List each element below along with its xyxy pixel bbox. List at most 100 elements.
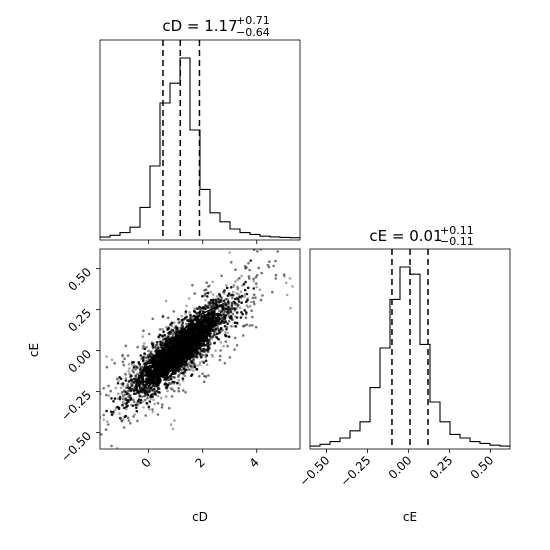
joint-point: [126, 385, 129, 388]
joint-point: [152, 370, 155, 373]
joint-point: [151, 372, 155, 376]
joint-point: [228, 294, 232, 297]
joint-point: [149, 350, 153, 354]
joint-point: [119, 416, 122, 420]
joint-point: [251, 315, 254, 319]
joint-point: [135, 409, 139, 413]
joint-point: [208, 340, 211, 344]
joint-point: [182, 371, 186, 375]
joint-point: [146, 402, 149, 406]
joint-point: [239, 290, 243, 294]
joint-point: [142, 383, 145, 387]
joint-point: [194, 326, 197, 330]
joint-point: [241, 334, 245, 337]
joint-point: [212, 329, 215, 333]
joint-point: [228, 356, 232, 359]
joint-point: [242, 282, 246, 286]
joint-point: [135, 391, 138, 395]
joint-point: [160, 346, 163, 349]
joint-point: [94, 402, 97, 405]
joint-point: [210, 353, 214, 357]
joint-point: [289, 306, 292, 310]
joint-point: [210, 301, 214, 305]
joint-point: [169, 387, 173, 390]
joint-point: [124, 372, 127, 376]
joint-point: [227, 309, 230, 312]
joint-point: [121, 397, 125, 401]
joint-point: [104, 428, 108, 431]
joint-point: [105, 355, 108, 358]
joint-point: [147, 390, 151, 394]
joint-point: [218, 329, 221, 332]
joint-point: [243, 295, 246, 299]
joint-point: [186, 353, 189, 356]
joint-point: [189, 365, 192, 368]
joint-point: [220, 316, 224, 320]
joint-point: [147, 332, 151, 336]
joint-point: [214, 298, 218, 302]
cD-quantile-lines: [162, 40, 201, 240]
joint-point: [167, 327, 170, 330]
joint-point: [186, 365, 189, 369]
joint-point: [195, 351, 199, 355]
joint-point: [193, 332, 196, 335]
joint-point: [133, 377, 136, 381]
joint-point: [266, 263, 270, 267]
joint-xlabel: cD: [192, 510, 208, 524]
joint-point: [105, 420, 109, 423]
joint-point: [274, 259, 277, 263]
joint-point: [204, 288, 208, 292]
joint-point: [249, 304, 252, 308]
joint-point: [243, 309, 247, 312]
joint-point: [225, 325, 229, 329]
joint-point: [116, 382, 120, 385]
joint-point: [191, 355, 194, 359]
joint-point: [143, 393, 147, 397]
joint-point: [151, 408, 154, 411]
joint-point: [171, 388, 174, 391]
joint-point: [157, 378, 160, 382]
joint-point: [241, 312, 244, 316]
joint-point: [181, 326, 185, 329]
joint-point: [218, 354, 222, 358]
joint-point: [22, 513, 25, 516]
joint-point: [206, 291, 210, 295]
joint-point: [166, 327, 170, 331]
joint-point: [201, 353, 205, 357]
joint-point: [234, 280, 237, 284]
joint-point: [126, 416, 130, 420]
joint-point: [224, 340, 228, 343]
joint-point: [185, 304, 188, 308]
joint-point: [232, 283, 236, 287]
joint-point: [177, 328, 180, 332]
joint-point: [109, 389, 112, 393]
joint-point: [233, 307, 236, 310]
joint-point: [151, 364, 154, 368]
joint-point: [246, 286, 250, 290]
joint-point: [223, 291, 226, 295]
joint-point: [176, 381, 179, 385]
joint-point: [188, 357, 191, 361]
joint-point: [218, 309, 221, 313]
joint-point: [139, 398, 143, 402]
joint-point: [217, 297, 220, 301]
joint-point: [124, 373, 128, 376]
joint-point: [127, 370, 130, 373]
joint-point: [147, 349, 150, 353]
joint-point: [167, 406, 171, 410]
joint-point: [143, 347, 146, 351]
joint-point: [208, 319, 211, 323]
joint-point: [159, 334, 162, 337]
joint-point: [123, 406, 126, 410]
joint-point: [194, 349, 198, 352]
joint-point: [219, 341, 223, 344]
joint-point: [102, 418, 106, 421]
joint-point: [226, 294, 230, 297]
joint-point: [128, 386, 132, 390]
joint-point: [110, 413, 114, 416]
joint-point: [236, 278, 239, 282]
joint-point: [123, 357, 126, 361]
joint-point: [176, 360, 180, 364]
joint-point: [257, 266, 261, 270]
joint-scatter-points: [22, 249, 300, 516]
